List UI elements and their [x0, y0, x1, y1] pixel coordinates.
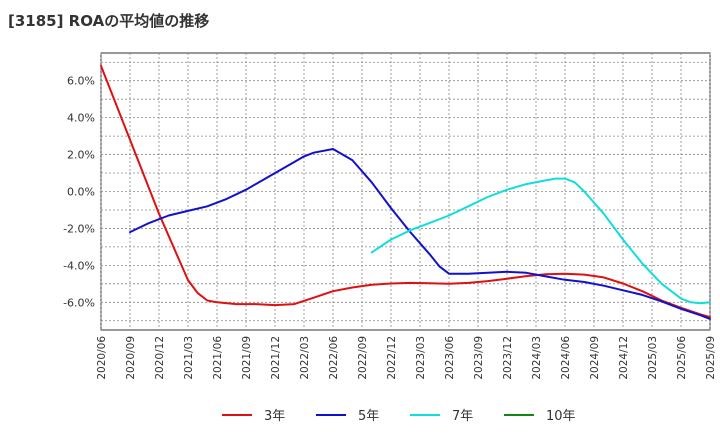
legend-label: 3年: [264, 409, 285, 424]
series-layer: [100, 64, 711, 320]
x-tick-label: 2022/03: [299, 336, 311, 380]
series-line: [370, 177, 711, 305]
x-tick-label: 2020/09: [125, 336, 137, 380]
x-tick-label: 2021/09: [241, 336, 253, 380]
x-tick-label: 2024/06: [560, 336, 572, 380]
y-tick-label: 2.0%: [67, 149, 95, 162]
legend: 3年 5年 7年 10年: [222, 409, 576, 424]
x-tick-label: 2021/06: [212, 336, 224, 380]
legend-label: 7年: [452, 409, 473, 424]
x-tick-label: 2025/03: [647, 336, 659, 380]
y-tick-label: -4.0%: [63, 259, 95, 272]
x-tick-label: 2024/03: [531, 336, 543, 380]
y-tick-label: -2.0%: [63, 222, 95, 235]
y-tick-label: 0.0%: [67, 186, 95, 199]
x-tick-label: 2025/09: [705, 336, 717, 380]
x-tick-label: 2023/06: [444, 336, 456, 380]
x-tick-label: 2022/06: [328, 336, 340, 380]
x-tick-label: 2020/12: [154, 336, 166, 380]
x-tick-label: 2020/06: [96, 336, 108, 380]
x-tick-label: 2024/12: [618, 336, 630, 380]
x-tick-label: 2021/12: [270, 336, 282, 380]
series-line: [100, 64, 711, 319]
legend-label: 5年: [358, 409, 379, 424]
x-tick-label: 2024/09: [589, 336, 601, 380]
x-tick-label: 2023/12: [502, 336, 514, 380]
x-tick-label: 2022/12: [386, 336, 398, 380]
y-tick-label: 4.0%: [67, 112, 95, 125]
y-tick-label: -6.0%: [63, 296, 95, 309]
grid-layer: [100, 53, 711, 330]
x-tick-label: 2022/09: [357, 336, 369, 380]
x-axis-ticks: 2020/06 2020/09 2020/12 2021/03 2021/06 2021/…: [96, 336, 717, 380]
x-tick-label: 2023/03: [415, 336, 427, 380]
x-tick-label: 2023/09: [473, 336, 485, 380]
x-tick-label: 2021/03: [183, 336, 195, 380]
legend-label: 10年: [546, 409, 576, 424]
chart-title: [3185] ROAの平均値の推移: [8, 12, 210, 30]
series-line: [129, 148, 711, 320]
y-tick-label: 6.0%: [67, 75, 95, 88]
x-tick-label: 2025/06: [676, 336, 688, 380]
y-axis-ticks: -6.0% -4.0% -2.0% 0.0% 2.0% 4.0% 6.0%: [63, 75, 95, 310]
